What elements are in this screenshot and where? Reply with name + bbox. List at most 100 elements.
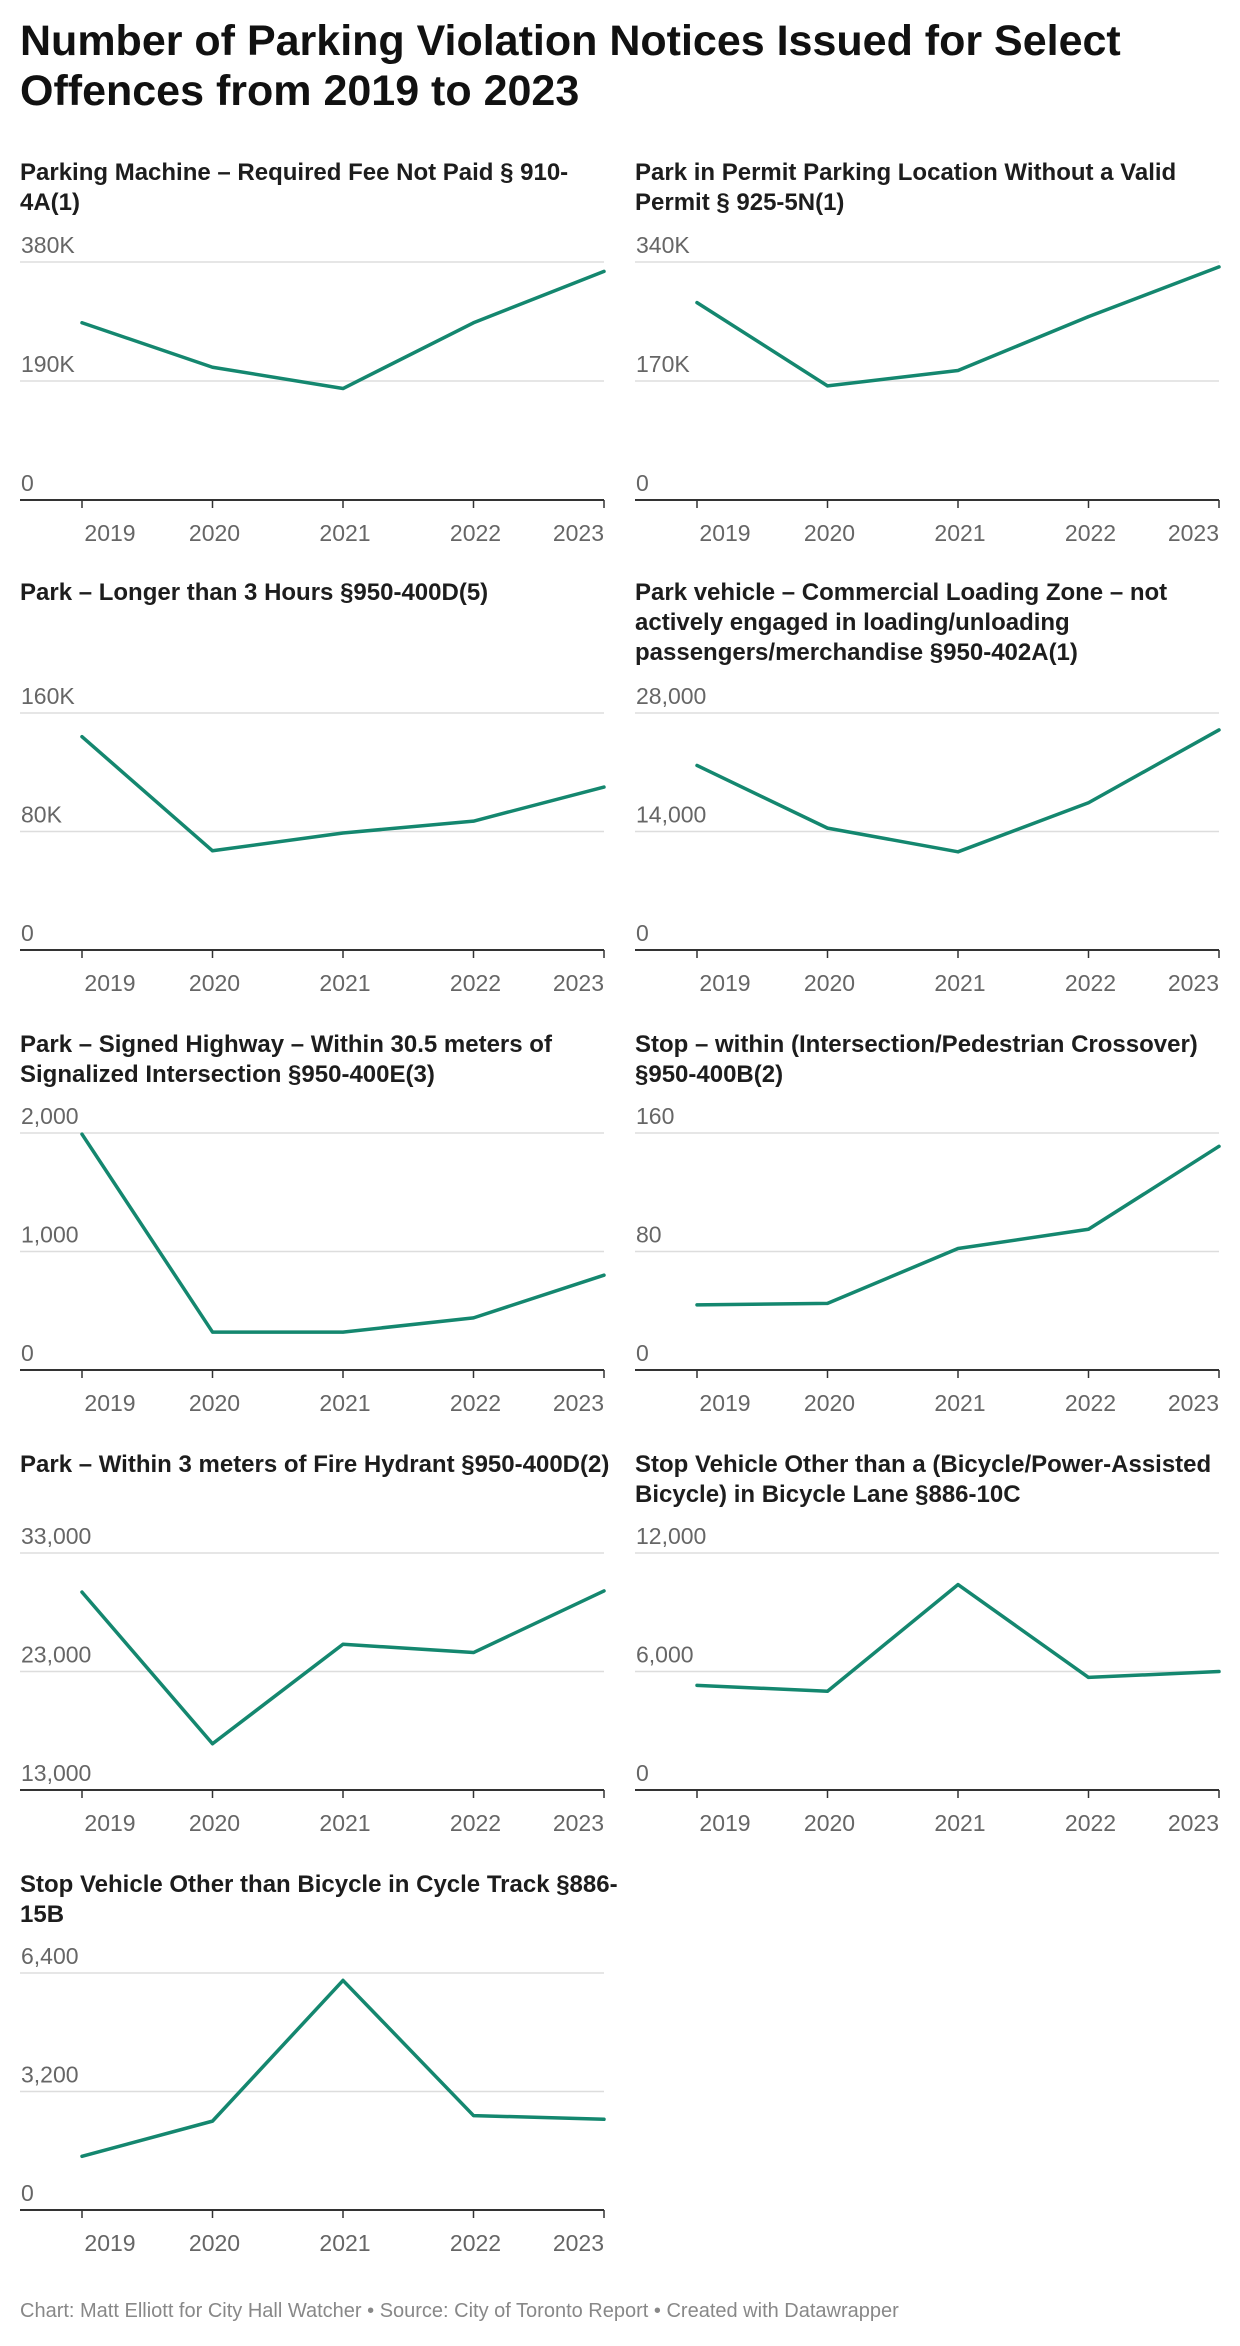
data-point xyxy=(472,819,475,823)
y-tick-label: 0 xyxy=(636,920,649,946)
data-point xyxy=(80,1132,84,1136)
x-tick-label: 2020 xyxy=(804,1390,855,1416)
footer-separator: • xyxy=(648,2300,667,2322)
y-tick-label: 23,000 xyxy=(21,1642,91,1668)
x-tick-label: 2022 xyxy=(1065,520,1116,546)
x-tick-label: 2023 xyxy=(553,2230,604,2256)
data-point xyxy=(341,1642,345,1646)
y-tick-label: 2,000 xyxy=(21,1103,79,1129)
line-chart: 13,000 23,000 33,000 2019 2020 2021 2022 2023 xyxy=(20,1523,606,1836)
x-tick-label: 2021 xyxy=(319,2230,370,2256)
y-tick-label: 13,000 xyxy=(21,1760,91,1786)
panel-title: Park – Longer than 3 Hours §950-400D(5) xyxy=(20,579,489,606)
y-tick-label: 0 xyxy=(21,1340,34,1366)
y-tick-label: 0 xyxy=(636,1760,649,1786)
x-tick-label: 2022 xyxy=(1065,1810,1116,1836)
x-tick-label: 2020 xyxy=(804,1810,855,1836)
data-point xyxy=(211,849,214,853)
chart-panel: Stop – within (Intersection/Pedestrian C… xyxy=(635,1030,1237,1430)
data-point xyxy=(695,1303,699,1307)
line-chart: 0 80K 160K 2019 2020 2021 2022 2023 xyxy=(20,683,606,996)
series-line xyxy=(80,1978,606,2159)
y-tick-label: 14,000 xyxy=(636,802,706,828)
y-tick-label: 3,200 xyxy=(21,2062,79,2088)
x-tick-label: 2020 xyxy=(804,970,855,996)
x-tick-label: 2019 xyxy=(84,2230,135,2256)
data-point xyxy=(602,785,606,789)
footer-tool: Created with Datawrapper xyxy=(666,2300,899,2322)
x-tick-label: 2022 xyxy=(1065,1390,1116,1416)
data-point xyxy=(602,1273,606,1277)
y-tick-label: 28,000 xyxy=(636,683,706,709)
data-point xyxy=(341,1978,345,1982)
y-tick-label: 380K xyxy=(21,232,75,258)
data-point xyxy=(80,2154,84,2158)
panel-title: Parking Machine – Required Fee Not Paid … xyxy=(20,159,569,216)
x-tick-label: 2020 xyxy=(189,2230,240,2256)
data-point xyxy=(1087,801,1090,805)
y-tick-label: 6,000 xyxy=(636,1642,694,1668)
data-point xyxy=(602,2117,606,2121)
x-tick-label: 2020 xyxy=(189,1390,240,1416)
x-tick-label: 2022 xyxy=(450,970,501,996)
panel-title: Park vehicle – Commercial Loading Zone –… xyxy=(635,579,1168,666)
x-tick-label: 2023 xyxy=(553,1810,604,1836)
data-point xyxy=(956,1247,960,1251)
x-tick-label: 2019 xyxy=(84,970,135,996)
data-point xyxy=(211,1330,214,1334)
x-tick-label: 2022 xyxy=(450,1390,501,1416)
x-tick-label: 2019 xyxy=(84,520,135,546)
x-tick-label: 2021 xyxy=(319,970,370,996)
data-point xyxy=(602,269,606,273)
data-point xyxy=(341,387,345,391)
y-tick-label: 160 xyxy=(636,1103,674,1129)
data-point xyxy=(1217,1144,1221,1148)
series-line xyxy=(695,728,1221,854)
x-tick-label: 2023 xyxy=(1168,970,1219,996)
y-tick-label: 0 xyxy=(21,920,34,946)
data-point xyxy=(826,384,829,388)
data-point xyxy=(80,1590,84,1594)
x-tick-label: 2021 xyxy=(319,1810,370,1836)
y-tick-label: 0 xyxy=(21,470,34,496)
panel-title: Stop Vehicle Other than Bicycle in Cycle… xyxy=(20,1871,618,1928)
line-chart: 0 14,000 28,000 2019 2020 2021 2022 2023 xyxy=(635,683,1221,996)
series-line xyxy=(695,1582,1221,1693)
line-chart: 0 170K 340K 2019 2020 2021 2022 2023 xyxy=(635,232,1221,546)
chart-panel: Park vehicle – Commercial Loading Zone –… xyxy=(635,578,1237,1010)
x-tick-label: 2019 xyxy=(699,1390,750,1416)
y-tick-label: 1,000 xyxy=(21,1222,79,1248)
chart-title: Number of Parking Violation Notices Issu… xyxy=(20,17,1121,115)
data-point xyxy=(472,1316,475,1320)
panel-title: Stop – within (Intersection/Pedestrian C… xyxy=(635,1031,1198,1088)
x-tick-label: 2020 xyxy=(804,520,855,546)
y-tick-label: 6,400 xyxy=(21,1943,79,1969)
data-point xyxy=(211,2119,214,2123)
data-point xyxy=(472,2114,475,2118)
panel-title: Park – Signed Highway – Within 30.5 mete… xyxy=(20,1031,552,1088)
x-tick-label: 2019 xyxy=(699,520,750,546)
x-tick-label: 2021 xyxy=(934,520,985,546)
y-tick-label: 340K xyxy=(636,232,690,258)
data-point xyxy=(211,365,214,369)
data-point xyxy=(1217,728,1221,732)
y-tick-label: 0 xyxy=(21,2180,34,2206)
x-tick-label: 2023 xyxy=(1168,520,1219,546)
footer-source: Source: City of Toronto Report xyxy=(379,2300,649,2322)
footer-credit: Chart: Matt Elliott for City Hall Watche… xyxy=(20,2300,362,2322)
line-chart: 0 1,000 2,000 2019 2020 2021 2022 2023 xyxy=(20,1103,606,1416)
data-point xyxy=(1087,1227,1090,1231)
x-tick-label: 2020 xyxy=(189,1810,240,1836)
panel-title: Stop Vehicle Other than a (Bicycle/Power… xyxy=(635,1451,1212,1508)
data-point xyxy=(472,321,475,325)
x-tick-label: 2019 xyxy=(84,1810,135,1836)
y-tick-label: 0 xyxy=(636,470,649,496)
data-point xyxy=(1087,315,1090,319)
series-line xyxy=(695,265,1221,388)
series-line xyxy=(695,1144,1221,1307)
x-tick-label: 2021 xyxy=(319,520,370,546)
data-point xyxy=(695,1683,699,1687)
x-tick-label: 2022 xyxy=(450,1810,501,1836)
y-tick-label: 33,000 xyxy=(21,1523,91,1549)
chart-panel: Park – Signed Highway – Within 30.5 mete… xyxy=(20,1030,622,1430)
